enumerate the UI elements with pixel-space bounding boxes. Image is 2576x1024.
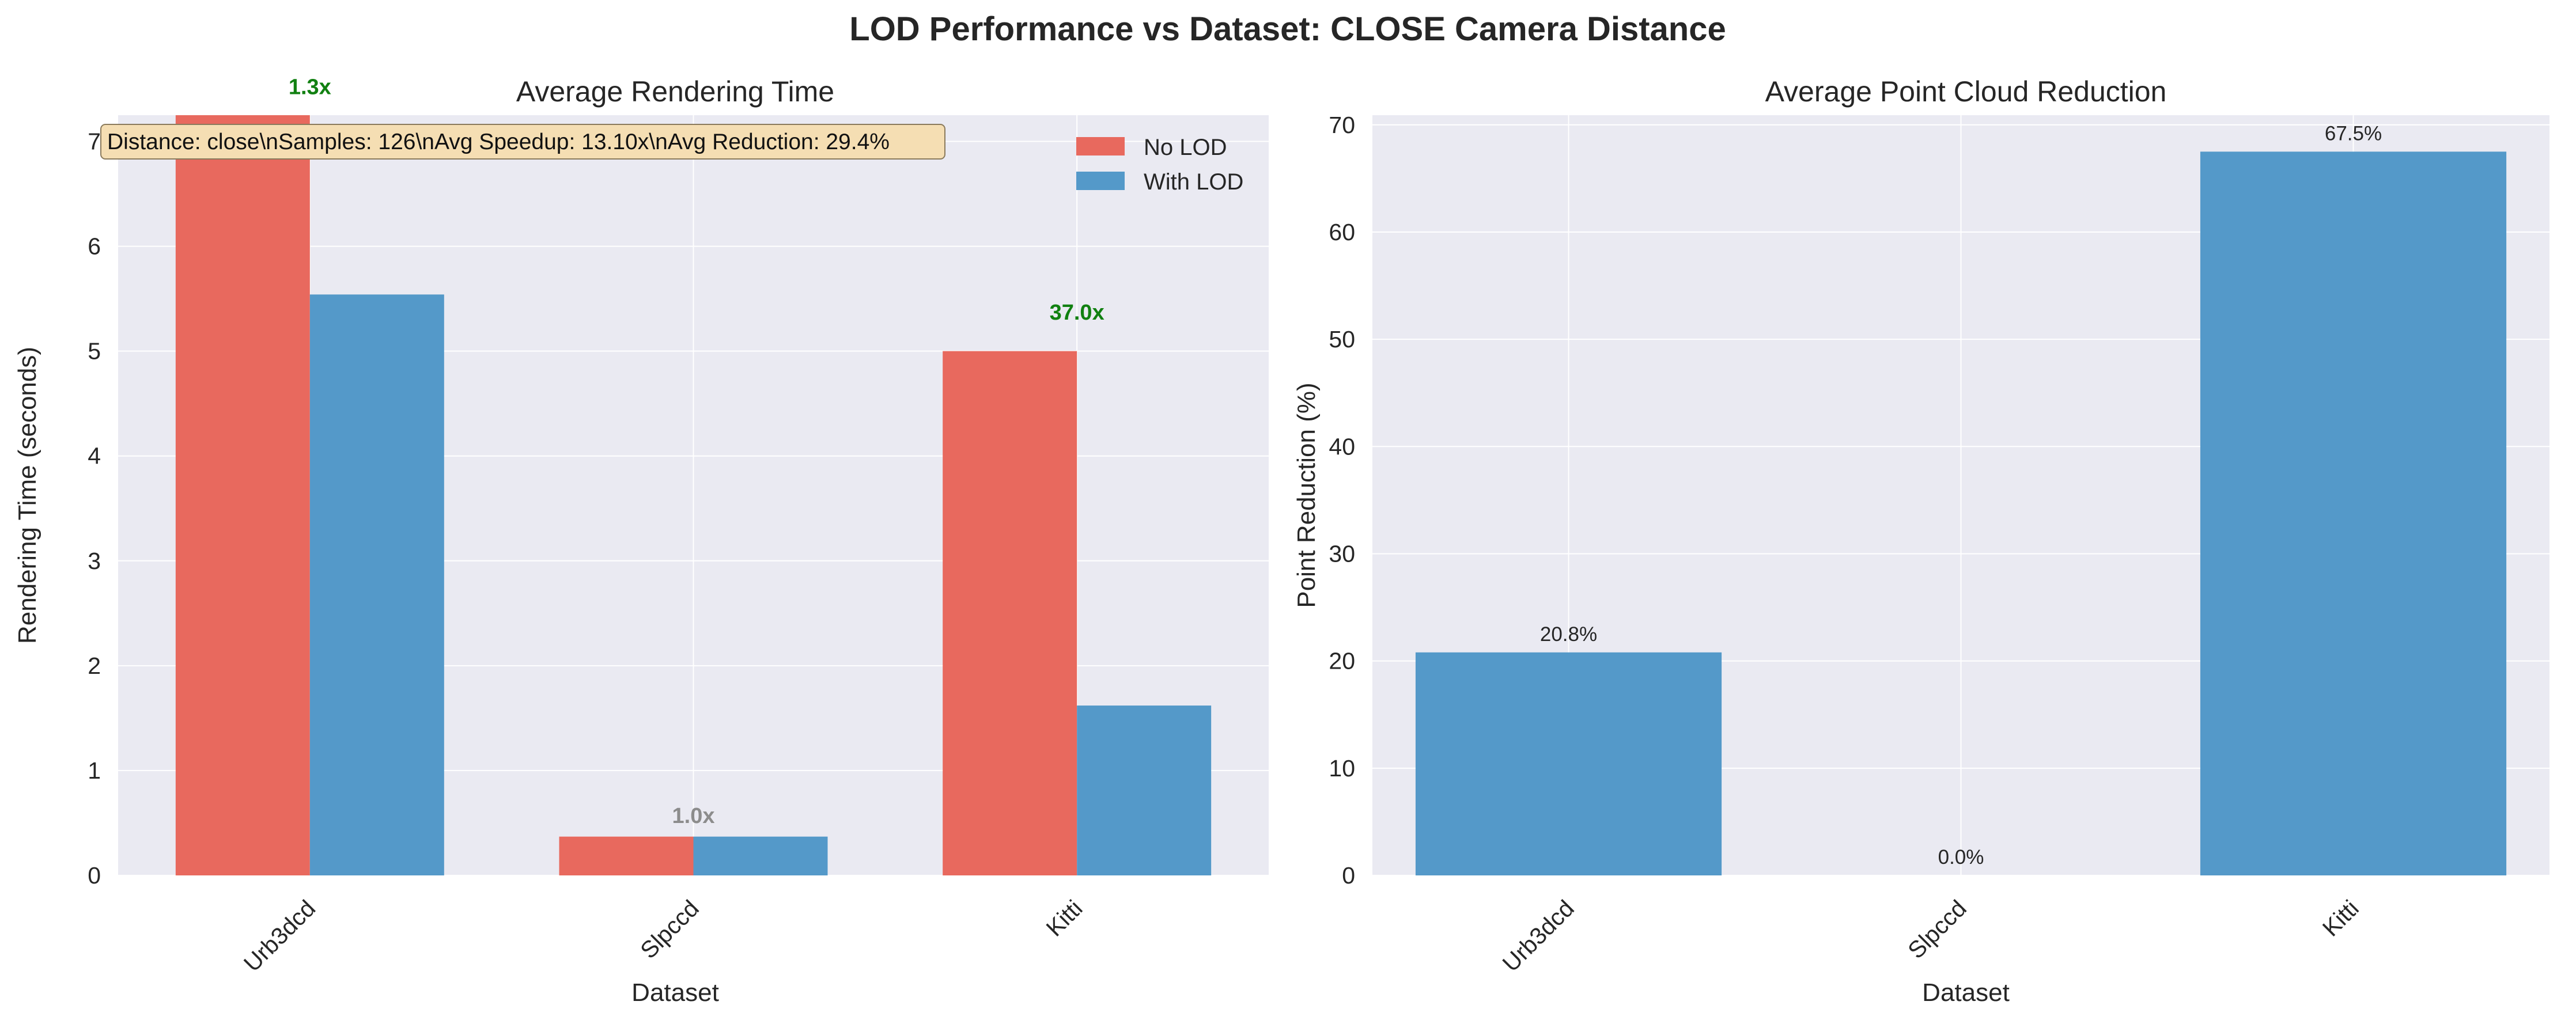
- y-tick-label: 30: [1329, 540, 1355, 567]
- info-box-background: [100, 124, 945, 160]
- y-tick-label: 50: [1329, 326, 1355, 352]
- value-labels: 20.8% 0.0% 67.5%: [1540, 122, 2382, 868]
- x-tick-label-kitti: Kitti: [2317, 895, 2364, 942]
- info-box-text: Distance: close\nSamples: 126\nAvg Speed…: [107, 130, 890, 154]
- value-label-urb3dcd: 20.8%: [1540, 623, 1597, 646]
- x-tick-label-urb3dcd: Urb3dcd: [239, 895, 320, 977]
- legend-label-no-lod: No LOD: [1144, 135, 1227, 160]
- bar-with-lod-urb3dcd: [309, 294, 444, 876]
- value-label-slpccd: 0.0%: [1938, 846, 1984, 868]
- speedup-label-kitti: 37.0x: [1050, 301, 1104, 325]
- y-tick-label: 1: [88, 757, 101, 784]
- x-ticks: Urb3dcd Slpccd Kitti: [1497, 895, 2364, 977]
- y-ticks: 0 10 20 30 40 50 60 70: [1329, 112, 1355, 889]
- value-label-kitti: 67.5%: [2325, 122, 2382, 145]
- chart-title: Average Rendering Time: [516, 75, 834, 108]
- info-box: Distance: close\nSamples: 126\nAvg Speed…: [100, 124, 945, 160]
- bar-no-lod-slpccd: [559, 836, 694, 875]
- y-tick-label: 7: [88, 128, 101, 155]
- rendering-time-chart: 0 1 2 3 4 5 6 7 Urb3dcd Slpccd Kitti 1.3x 1.0x 37.0…: [13, 75, 1269, 1007]
- legend-label-with-lod: With LOD: [1144, 169, 1243, 195]
- y-tick-label: 70: [1329, 112, 1355, 138]
- y-tick-label: 4: [88, 443, 101, 469]
- legend: No LOD With LOD: [1076, 135, 1243, 195]
- y-tick-label: 5: [88, 338, 101, 365]
- y-tick-label: 20: [1329, 648, 1355, 674]
- legend-swatch-with-lod: [1076, 172, 1125, 190]
- x-ticks: Urb3dcd Slpccd Kitti: [239, 895, 1087, 977]
- bar-with-lod-kitti: [1077, 706, 1212, 875]
- speedup-label-slpccd: 1.0x: [672, 804, 715, 828]
- bar-with-lod-slpccd: [693, 836, 828, 875]
- bar-no-lod-kitti: [943, 351, 1077, 875]
- x-tick-label-slpccd: Slpccd: [1902, 895, 1972, 964]
- chart-title: Average Point Cloud Reduction: [1765, 75, 2167, 108]
- legend-swatch-no-lod: [1076, 137, 1125, 156]
- y-axis-label: Rendering Time (seconds): [13, 347, 41, 644]
- speedup-label-urb3dcd: 1.3x: [289, 75, 331, 100]
- point-reduction-chart: 0 10 20 30 40 50 60 70 Urb3dcd Slpccd Kitti 20.8%…: [1292, 75, 2549, 1007]
- x-tick-label-slpccd: Slpccd: [635, 895, 704, 964]
- x-axis-label: Dataset: [1922, 979, 2010, 1007]
- speedup-labels: 1.3x 1.0x 37.0x: [289, 75, 1104, 828]
- y-tick-label: 3: [88, 548, 101, 574]
- x-tick-label-kitti: Kitti: [1041, 895, 1088, 942]
- y-tick-label: 60: [1329, 219, 1355, 245]
- y-ticks: 0 1 2 3 4 5 6 7: [88, 128, 101, 889]
- y-tick-label: 10: [1329, 755, 1355, 782]
- y-axis-label: Point Reduction (%): [1292, 382, 1321, 608]
- bar-urb3dcd: [1415, 652, 1722, 875]
- y-tick-label: 0: [88, 862, 101, 889]
- y-tick-label: 6: [88, 233, 101, 260]
- figure-title: LOD Performance vs Dataset: CLOSE Camera…: [849, 10, 1726, 48]
- bar-kitti: [2200, 151, 2507, 875]
- bars: [175, 115, 1212, 876]
- y-tick-label: 40: [1329, 433, 1355, 460]
- bar-no-lod-urb3dcd: [175, 115, 310, 875]
- y-tick-label: 0: [1342, 862, 1355, 889]
- y-tick-label: 2: [88, 653, 101, 679]
- x-tick-label-urb3dcd: Urb3dcd: [1497, 895, 1579, 977]
- bars: [1415, 151, 2507, 875]
- x-axis-label: Dataset: [631, 979, 719, 1007]
